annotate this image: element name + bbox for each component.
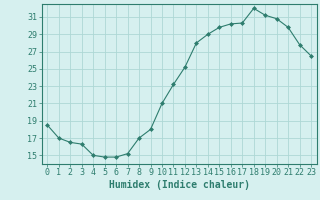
X-axis label: Humidex (Indice chaleur): Humidex (Indice chaleur) [109, 180, 250, 190]
